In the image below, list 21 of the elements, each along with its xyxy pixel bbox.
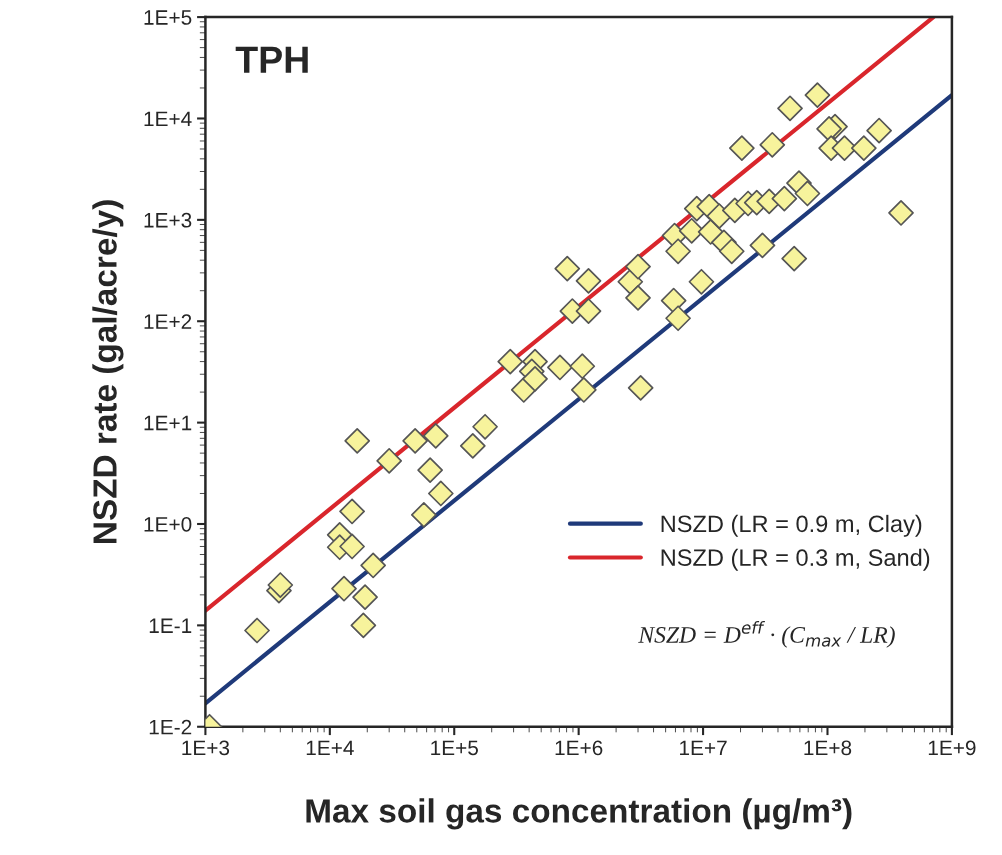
x-tick-label: 1E+4 (306, 740, 354, 756)
text: TPH (235, 46, 308, 73)
legend-label: NSZD (LR = 0.9 m, Clay) (661, 514, 922, 537)
x-tick-label: 1E+7 (680, 740, 727, 756)
y-tick-label: 1E+3 (144, 212, 192, 228)
x-tick-label: 1E+6 (555, 740, 603, 756)
y-tick-label: 1E+4 (144, 111, 192, 127)
x-tick-label: 1E+3 (182, 740, 230, 756)
x-tick-label: 1E+8 (804, 740, 852, 756)
y-tick-label: 1E-2 (149, 719, 192, 735)
y-tick-label: 1E+5 (144, 10, 192, 25)
y-tick-label: 1E+1 (144, 415, 192, 431)
y-tick-label: 1E-1 (149, 618, 192, 633)
y-tick-label: 1E+0 (144, 516, 192, 532)
x-tick-label: 1E+5 (431, 740, 478, 756)
x-axis-title: Max soil gas concentration (µg/m³) (306, 798, 852, 830)
x-tick-label: 1E+9 (928, 740, 976, 756)
y-tick-label: 1E+2 (144, 314, 192, 329)
y-axis-title: NSZD rate (gal/acre/y) (92, 200, 124, 543)
annotation: NSZD = D$^{eff}$ · (C$_{max}$ / LR) (638, 621, 895, 648)
legend-label: NSZD (LR = 0.3 m, Sand) (661, 548, 930, 571)
